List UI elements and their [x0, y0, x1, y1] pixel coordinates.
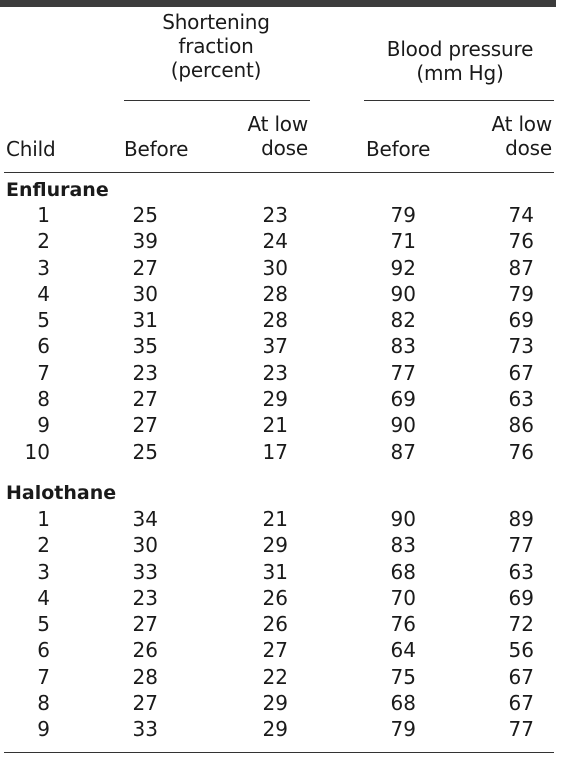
column-header-bp-before: Before	[366, 137, 431, 161]
bp-group-rule	[364, 100, 554, 101]
bottom-rule	[4, 752, 554, 753]
table-row: 6 26 27 64 56	[37, 638, 534, 663]
header-bp-line2: (mm Hg)	[416, 61, 504, 85]
table-row: 8 27 29 68 67	[37, 691, 534, 716]
header-bp-line1: Blood pressure	[386, 37, 534, 61]
header-blood-pressure: Blood pressure (mm Hg)	[370, 37, 550, 85]
table-row: 3 27 30 92 87	[37, 255, 534, 280]
section-label-halothane: Halothane	[6, 482, 117, 504]
table-row: 4 23 26 70 69	[37, 585, 534, 610]
section-label-enflurane: Enflurane	[6, 179, 109, 201]
sf-low-line1: At low	[247, 112, 309, 136]
table-row: 7 23 23 77 67	[37, 360, 534, 385]
shortening-group-rule	[124, 100, 310, 101]
column-header-child: Child	[6, 137, 56, 161]
table-row: 1 25 23 79 74	[37, 203, 534, 227]
table-row: 1 34 21 90 89	[37, 507, 534, 531]
table-row: 7 28 22 75 67	[37, 664, 534, 689]
sf-low-line2: dose	[261, 136, 308, 160]
table-row: 4 30 28 90 79	[37, 281, 534, 306]
table-row: 5 31 28 82 69	[37, 308, 534, 333]
bp-low-line2: dose	[505, 136, 552, 160]
top-border	[0, 0, 556, 7]
header-shortening-line2: fraction	[178, 34, 254, 58]
table-row: 6 35 37 83 73	[37, 334, 534, 359]
enflurane-rows: 1 25 23 79 74 2 39 24 71 76 3 27 30 92 87 4 30 28 90 79 …	[0, 202, 556, 465]
header-shortening-line3: (percent)	[170, 58, 262, 82]
column-header-sf-low-dose: At low dose	[220, 112, 309, 160]
table-row: 8 27 29 69 63	[37, 387, 534, 412]
header-shortening-line1: Shortening	[162, 10, 270, 34]
header-shortening-fraction: Shortening fraction (percent)	[136, 10, 296, 82]
header-rule	[4, 172, 554, 173]
table-row: 3 33 31 68 63	[37, 559, 534, 584]
halothane-rows: 1 34 21 90 89 2 30 29 83 77 3 33 31 68 63 4 23 26 70 69 …	[0, 506, 556, 743]
table-row: 10 25 17 87 76	[24, 439, 534, 464]
table-row: 9 33 29 79 77	[37, 717, 534, 742]
column-header-bp-low-dose: At low dose	[466, 112, 553, 160]
table-row: 2 30 29 83 77	[37, 533, 534, 558]
table-row: 5 27 26 76 72	[37, 612, 534, 637]
column-header-sf-before: Before	[124, 137, 189, 161]
table-row: 9 27 21 90 86	[37, 413, 534, 438]
bp-low-line1: At low	[491, 112, 553, 136]
table-row: 2 39 24 71 76	[37, 229, 534, 254]
